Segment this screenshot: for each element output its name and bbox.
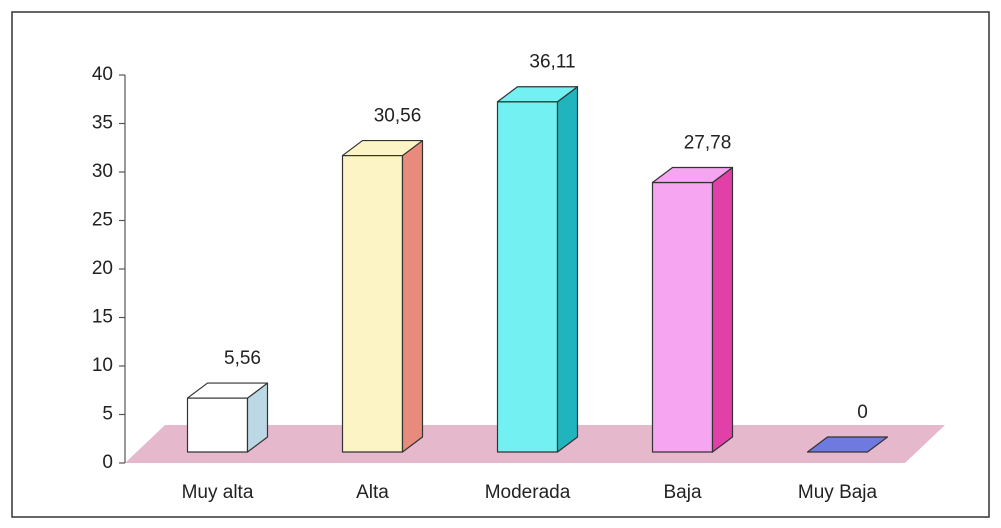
value-label: 27,78 xyxy=(684,133,732,154)
x-tick-label: Muy alta xyxy=(182,482,254,503)
bar-top xyxy=(651,166,734,184)
y-tick-label: 10 xyxy=(92,355,113,376)
x-tick-label: Moderada xyxy=(485,482,571,503)
y-tick-label: 5 xyxy=(102,404,113,425)
value-label: 5,56 xyxy=(224,348,261,369)
bar-top xyxy=(341,139,424,157)
x-tick-label: Alta xyxy=(356,482,389,503)
y-tick-label: 0 xyxy=(102,452,113,473)
bar-side xyxy=(711,166,734,453)
bar-top xyxy=(496,86,579,103)
bar-top xyxy=(186,382,269,399)
x-tick-label: Baja xyxy=(663,482,701,503)
value-label: 36,11 xyxy=(529,52,575,73)
bar xyxy=(341,154,404,453)
bar xyxy=(186,397,249,453)
y-tick-label: 40 xyxy=(92,64,113,85)
bar xyxy=(651,181,714,453)
y-tick-label: 25 xyxy=(92,210,113,231)
bar xyxy=(496,101,559,453)
bar-side xyxy=(556,86,579,453)
bar-side xyxy=(401,139,424,453)
y-tick-label: 30 xyxy=(92,161,113,182)
y-tick-label: 15 xyxy=(92,307,113,328)
y-tick-label: 35 xyxy=(92,113,113,134)
value-label: 0 xyxy=(857,402,868,423)
value-label: 30,56 xyxy=(374,106,422,127)
bar-top xyxy=(806,436,889,453)
y-tick-label: 20 xyxy=(92,258,113,279)
x-tick-label: Muy Baja xyxy=(798,482,878,503)
